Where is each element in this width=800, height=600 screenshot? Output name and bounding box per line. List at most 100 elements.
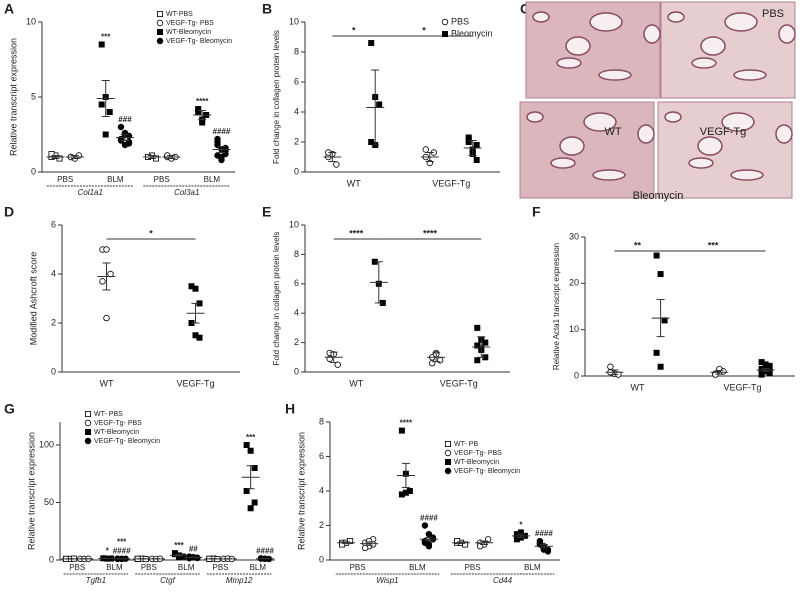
airway [688, 157, 714, 169]
panel-letter: C [520, 1, 530, 17]
data-point [368, 40, 375, 47]
category-label: Cd44 [493, 576, 513, 585]
category-label: Mmp12 [226, 576, 253, 585]
data-point [653, 349, 660, 356]
data-group [511, 529, 530, 543]
airway [721, 112, 755, 132]
data-point [334, 361, 341, 368]
data-group [112, 555, 131, 563]
significance-label: #### [113, 547, 131, 556]
data-point [117, 123, 125, 131]
data-point [98, 101, 105, 108]
y-tick-label: 2 [319, 520, 324, 530]
data-point [607, 363, 614, 370]
airway [643, 24, 661, 44]
airway [556, 57, 582, 69]
y-tick-label: 8 [319, 416, 324, 426]
airway [637, 124, 655, 144]
data-group [337, 538, 356, 548]
legend-marker [441, 18, 449, 26]
data-point [376, 101, 383, 108]
data-point [473, 156, 480, 163]
data-group [184, 553, 203, 562]
data-point [421, 522, 429, 529]
data-group [710, 365, 729, 378]
data-point [192, 285, 199, 292]
airway [550, 157, 576, 169]
legend-label: WT- PB [454, 441, 478, 448]
subgroup-label: BLM [178, 563, 195, 572]
data-point [243, 441, 250, 448]
significance-label: * [422, 25, 426, 35]
subgroup-label: BLM [106, 563, 123, 572]
significance-label: *** [174, 541, 184, 550]
y-tick-label: 0 [319, 554, 324, 564]
y-tick-label: 6 [294, 278, 299, 288]
y-tick-label: 10 [569, 324, 579, 334]
category-label: Wisp1 [376, 576, 398, 585]
legend-marker [156, 10, 163, 17]
data-point [425, 530, 433, 538]
legend-marker [444, 440, 451, 447]
y-tick-label: 2 [294, 337, 299, 347]
data-group [396, 427, 415, 498]
category-label: Tgfb1 [86, 576, 106, 585]
data-point [474, 324, 481, 331]
legend-label: WT-Bleomycin [166, 29, 211, 36]
data-group [97, 246, 116, 322]
y-tick-label: 0 [294, 166, 299, 176]
significance-label: **** [196, 97, 209, 106]
data-point [99, 278, 106, 285]
subgroup-label: BLM [107, 175, 124, 184]
data-point [251, 499, 258, 506]
y-tick-label: 20 [569, 278, 579, 288]
legend-marker [84, 437, 92, 445]
data-group [756, 359, 775, 378]
data-point [361, 544, 369, 552]
significance-label: *** [117, 538, 127, 547]
y-tick-label: 0 [31, 166, 36, 176]
data-group [241, 441, 260, 512]
data-point [199, 119, 206, 126]
airway [583, 112, 617, 132]
data-group [98, 555, 117, 562]
y-tick-label: 5 [31, 91, 36, 101]
y-tick-label: 4 [319, 485, 324, 495]
significance-label: * [519, 521, 523, 530]
y-axis-label: Relative transcript expression [296, 432, 306, 550]
y-axis-label: Relative transcript expression [26, 432, 36, 550]
data-point [369, 541, 377, 548]
data-group [162, 152, 181, 162]
legend-label: VEGF-Tg- PBS [166, 20, 214, 27]
y-axis-label: Fold change in collagen protein levels [272, 30, 281, 164]
legend-label: WT- PBS [94, 411, 123, 418]
panel-letter: G [4, 401, 15, 417]
airway [565, 36, 591, 56]
data-point [247, 505, 254, 512]
data-point [98, 41, 105, 48]
data-group [651, 252, 670, 370]
subgroup-label: PBS [465, 563, 481, 572]
significance-label: * [352, 25, 356, 35]
data-point [422, 146, 429, 153]
y-tick-label: 4 [294, 106, 299, 116]
image-label: WT [604, 126, 621, 138]
data-point [333, 161, 340, 168]
y-tick-label: 6 [294, 76, 299, 86]
airway [598, 69, 632, 81]
airway [730, 169, 764, 181]
airway [733, 69, 767, 81]
airway [778, 24, 796, 44]
airway [592, 169, 626, 181]
y-tick-label: 50 [44, 497, 54, 507]
panel-letter: E [262, 204, 271, 220]
data-group [193, 106, 212, 126]
y-axis-label: Modified Ashcroft score [28, 252, 38, 346]
legend-marker [85, 428, 92, 435]
category-label: WT [100, 378, 114, 388]
y-tick-label: 10 [26, 16, 36, 26]
legend-label: VEGF-Tg- PBS [454, 450, 502, 457]
legend-label: WT-PBS [166, 11, 193, 18]
data-point [214, 152, 221, 159]
data-point [425, 541, 433, 548]
